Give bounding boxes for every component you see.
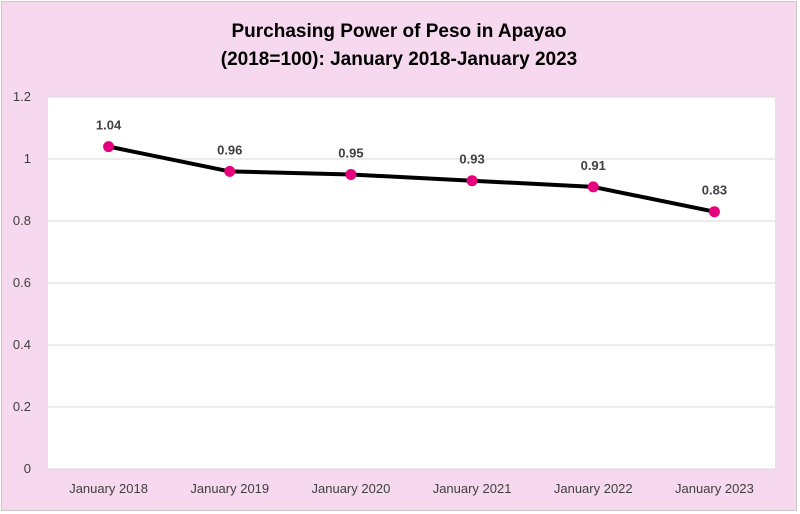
y-tick-label: 0 [24, 461, 31, 476]
data-label: 0.95 [338, 146, 363, 161]
x-tick-label: January 2019 [190, 481, 269, 496]
y-tick-label: 1 [24, 151, 31, 166]
chart-title-line-2: (2018=100): January 2018-January 2023 [220, 49, 578, 70]
x-axis: January 2018 January 2019 January 2020 Janu… [69, 481, 754, 496]
x-tick-label: January 2021 [433, 481, 512, 496]
data-labels: 1.04 0.96 0.95 0.93 0.91 0.83 [96, 118, 727, 198]
data-label: 0.91 [581, 158, 606, 173]
series-markers [103, 141, 720, 218]
chart-title-line-1: Purchasing Power of Peso in Apayao [231, 21, 567, 42]
data-point [103, 141, 115, 153]
y-tick-label: 1.2 [13, 89, 31, 104]
data-point [466, 175, 478, 187]
data-label: 0.93 [459, 152, 484, 167]
chart-title: Purchasing Power of Peso in Apayao (2018… [2, 18, 796, 74]
x-tick-label: January 2018 [69, 481, 148, 496]
data-point [708, 206, 720, 218]
data-point [345, 169, 357, 180]
x-tick-label: January 2020 [312, 481, 391, 496]
data-label: 1.04 [96, 118, 122, 133]
y-tick-label: 0.2 [13, 399, 31, 414]
y-tick-label: 0.8 [13, 213, 31, 228]
data-label: 0.83 [702, 183, 727, 198]
series-line [108, 144, 715, 214]
data-point [587, 181, 599, 193]
y-axis: 0 0.2 0.4 0.6 0.8 1 1.2 [13, 89, 31, 476]
data-point [224, 165, 236, 177]
x-tick-label: January 2023 [675, 481, 754, 496]
series-polyline [108, 144, 715, 214]
y-tick-label: 0.4 [13, 337, 31, 352]
x-tick-label: January 2022 [554, 481, 633, 496]
data-label: 0.96 [217, 142, 242, 157]
y-tick-label: 0.6 [13, 275, 31, 290]
